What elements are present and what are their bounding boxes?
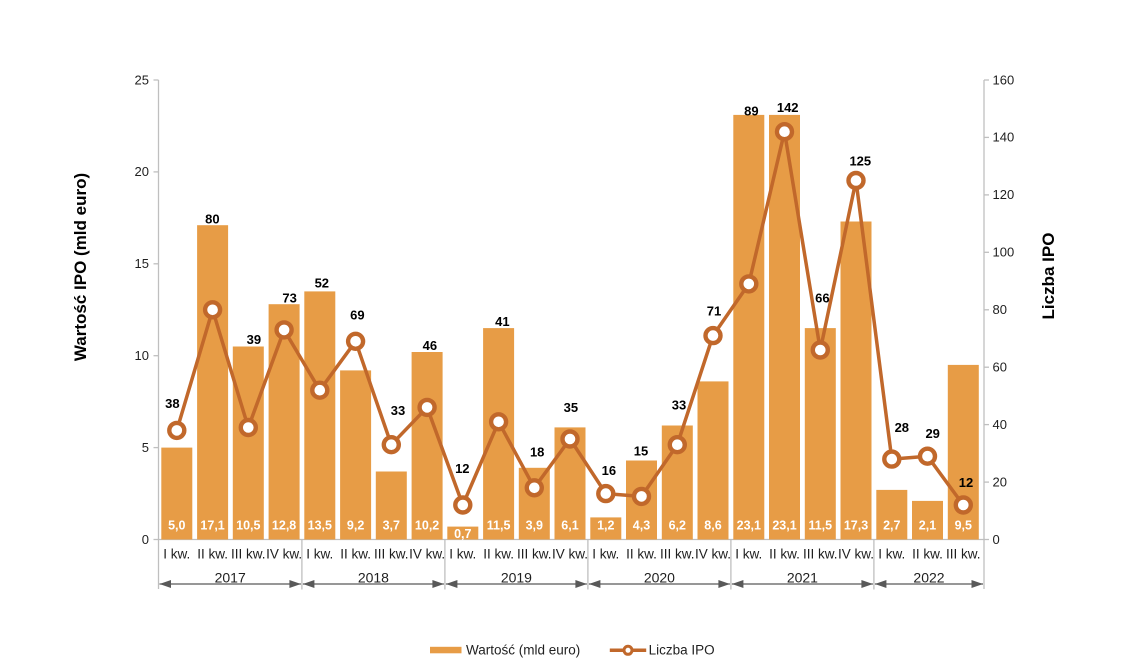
- svg-text:II kw.: II kw.: [197, 547, 228, 562]
- svg-text:100: 100: [993, 245, 1015, 260]
- svg-text:25: 25: [135, 72, 149, 87]
- svg-text:II kw.: II kw.: [769, 547, 800, 562]
- svg-text:I kw.: I kw.: [592, 547, 619, 562]
- svg-text:8,6: 8,6: [704, 519, 721, 533]
- svg-text:I kw.: I kw.: [449, 547, 476, 562]
- svg-text:IV kw.: IV kw.: [838, 547, 874, 562]
- svg-text:29: 29: [925, 426, 939, 441]
- svg-text:16: 16: [602, 463, 616, 478]
- svg-text:40: 40: [993, 417, 1007, 432]
- svg-text:10,5: 10,5: [236, 519, 260, 533]
- svg-text:IV kw.: IV kw.: [409, 547, 445, 562]
- svg-text:80: 80: [205, 212, 219, 227]
- svg-text:0,7: 0,7: [454, 527, 471, 541]
- svg-text:2018: 2018: [358, 569, 389, 585]
- svg-text:6,2: 6,2: [669, 519, 686, 533]
- svg-text:2,1: 2,1: [919, 519, 936, 533]
- svg-text:66: 66: [815, 291, 829, 306]
- svg-text:I kw.: I kw.: [306, 547, 333, 562]
- svg-text:20: 20: [993, 474, 1007, 489]
- svg-text:11,5: 11,5: [487, 519, 511, 533]
- svg-text:18: 18: [530, 445, 544, 460]
- svg-text:3,7: 3,7: [383, 519, 400, 533]
- svg-text:I kw.: I kw.: [878, 547, 905, 562]
- svg-text:160: 160: [993, 72, 1015, 87]
- svg-text:15: 15: [135, 256, 149, 271]
- svg-text:69: 69: [350, 308, 364, 323]
- svg-text:IV kw.: IV kw.: [695, 547, 731, 562]
- svg-text:9,5: 9,5: [955, 519, 972, 533]
- svg-text:0: 0: [993, 532, 1000, 547]
- svg-text:III kw.: III kw.: [660, 547, 695, 562]
- svg-text:80: 80: [993, 302, 1007, 317]
- svg-text:2020: 2020: [644, 569, 675, 585]
- svg-text:III kw.: III kw.: [803, 547, 838, 562]
- svg-text:71: 71: [707, 304, 721, 319]
- svg-text:0: 0: [142, 532, 149, 547]
- svg-text:II kw.: II kw.: [626, 547, 657, 562]
- svg-text:II kw.: II kw.: [912, 547, 943, 562]
- svg-text:33: 33: [672, 398, 686, 413]
- svg-text:Wartość IPO (mld euro): Wartość IPO (mld euro): [71, 173, 90, 361]
- svg-text:12: 12: [455, 461, 469, 476]
- svg-text:10,2: 10,2: [415, 519, 439, 533]
- svg-text:2017: 2017: [215, 569, 246, 585]
- svg-text:73: 73: [282, 291, 296, 306]
- svg-text:23,1: 23,1: [772, 519, 796, 533]
- svg-text:1,2: 1,2: [597, 519, 614, 533]
- svg-text:60: 60: [993, 360, 1007, 375]
- svg-text:III kw.: III kw.: [517, 547, 552, 562]
- svg-text:23,1: 23,1: [737, 519, 761, 533]
- svg-text:125: 125: [849, 153, 871, 168]
- svg-text:2021: 2021: [787, 569, 818, 585]
- svg-text:6,1: 6,1: [561, 519, 578, 533]
- svg-text:33: 33: [391, 403, 405, 418]
- svg-text:39: 39: [247, 332, 261, 347]
- svg-text:15: 15: [634, 444, 648, 459]
- svg-text:III kw.: III kw.: [374, 547, 409, 562]
- svg-text:17,3: 17,3: [844, 519, 868, 533]
- svg-text:Liczba IPO: Liczba IPO: [649, 643, 715, 658]
- svg-text:12,8: 12,8: [272, 519, 296, 533]
- svg-text:12: 12: [959, 475, 973, 490]
- svg-text:9,2: 9,2: [347, 519, 364, 533]
- svg-text:Wartość (mld euro): Wartość (mld euro): [466, 643, 580, 658]
- svg-text:10: 10: [135, 348, 149, 363]
- svg-text:Liczba IPO: Liczba IPO: [1039, 233, 1058, 320]
- svg-text:5: 5: [142, 440, 149, 455]
- svg-text:46: 46: [423, 338, 437, 353]
- svg-text:II kw.: II kw.: [483, 547, 514, 562]
- svg-text:IV kw.: IV kw.: [266, 547, 302, 562]
- svg-text:2022: 2022: [913, 569, 944, 585]
- svg-text:140: 140: [993, 130, 1015, 145]
- svg-text:III kw.: III kw.: [946, 547, 981, 562]
- svg-text:I kw.: I kw.: [735, 547, 762, 562]
- svg-text:120: 120: [993, 187, 1015, 202]
- svg-text:II kw.: II kw.: [340, 547, 371, 562]
- svg-text:38: 38: [165, 396, 179, 411]
- svg-text:28: 28: [895, 420, 909, 435]
- svg-text:5,0: 5,0: [168, 519, 185, 533]
- svg-text:2019: 2019: [501, 569, 532, 585]
- svg-text:11,5: 11,5: [808, 519, 832, 533]
- svg-text:41: 41: [495, 314, 509, 329]
- svg-text:I kw.: I kw.: [163, 547, 190, 562]
- svg-text:17,1: 17,1: [200, 519, 224, 533]
- svg-text:35: 35: [564, 400, 578, 415]
- svg-text:89: 89: [744, 103, 758, 118]
- svg-text:III kw.: III kw.: [231, 547, 266, 562]
- svg-text:13,5: 13,5: [308, 519, 332, 533]
- svg-text:20: 20: [135, 164, 149, 179]
- svg-text:IV kw.: IV kw.: [552, 547, 588, 562]
- svg-text:4,3: 4,3: [633, 519, 650, 533]
- svg-text:2,7: 2,7: [883, 519, 900, 533]
- svg-text:52: 52: [315, 276, 329, 291]
- svg-text:3,9: 3,9: [526, 519, 543, 533]
- svg-text:142: 142: [777, 100, 799, 115]
